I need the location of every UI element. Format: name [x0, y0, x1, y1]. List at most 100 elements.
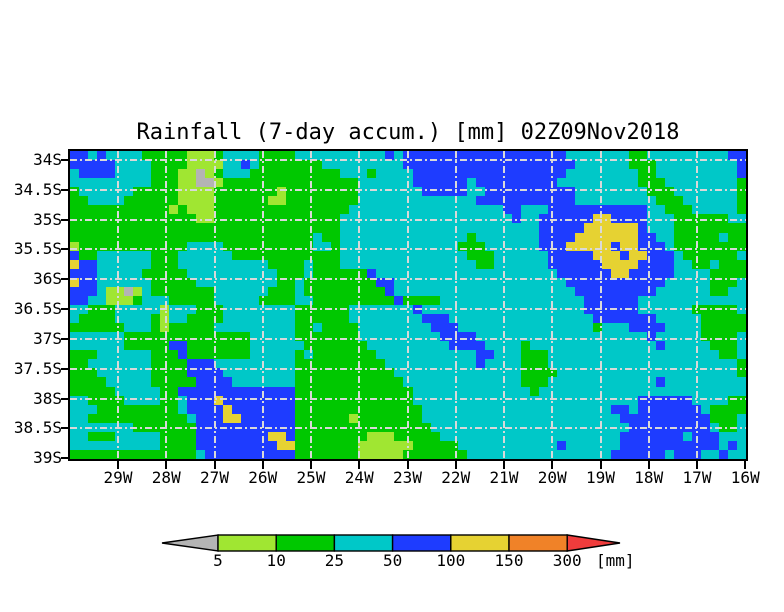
map-cell — [178, 268, 188, 278]
map-cell — [457, 431, 467, 441]
map-cell — [214, 449, 224, 459]
map-cell — [448, 205, 458, 215]
map-cell — [160, 404, 170, 414]
map-cell — [169, 332, 179, 342]
map-cell — [511, 169, 521, 179]
plot-title: Rainfall (7-day accum.) [mm] 02Z09Nov201… — [136, 120, 680, 145]
map-cell — [232, 359, 242, 369]
map-cell — [493, 368, 503, 378]
map-cell — [538, 223, 548, 233]
map-cell — [187, 277, 197, 287]
y-tick-label: 39S — [33, 448, 62, 468]
map-cell — [520, 295, 530, 305]
map-cell — [673, 449, 683, 459]
map-cell — [169, 368, 179, 378]
map-cell — [565, 232, 575, 242]
map-cell — [304, 395, 314, 405]
map-cell — [250, 323, 260, 333]
map-cell — [214, 169, 224, 179]
map-cell — [70, 404, 79, 414]
map-cell — [277, 196, 287, 206]
map-cell — [574, 449, 584, 459]
map-cell — [484, 241, 494, 251]
map-cell — [727, 377, 737, 387]
y-tick — [61, 337, 70, 340]
x-tick — [117, 461, 119, 469]
map-cell — [709, 187, 719, 197]
map-cell — [466, 232, 476, 242]
map-cell — [187, 404, 197, 414]
map-cell — [178, 187, 188, 197]
map-cell — [457, 422, 467, 432]
map-cell — [682, 413, 692, 423]
map-cell — [412, 268, 422, 278]
map-cell — [97, 323, 107, 333]
map-cell — [583, 151, 593, 161]
map-cell — [430, 268, 440, 278]
map-cell — [511, 250, 521, 260]
map-cell — [421, 314, 431, 324]
map-cell — [133, 286, 143, 296]
map-cell — [376, 332, 386, 342]
map-cell — [736, 232, 746, 242]
x-tick — [213, 461, 216, 469]
map-cell — [727, 151, 737, 161]
map-cell — [421, 223, 431, 233]
map-cell — [556, 449, 566, 459]
map-cell — [160, 413, 170, 423]
map-cell — [700, 386, 710, 396]
map-cell — [160, 268, 170, 278]
map-cell — [295, 431, 305, 441]
map-cell — [106, 268, 116, 278]
map-cell — [718, 169, 728, 179]
map-cell — [394, 250, 404, 260]
map-cell — [88, 160, 98, 170]
map-cell — [394, 350, 404, 360]
map-cell — [232, 449, 242, 459]
map-cell — [331, 395, 341, 405]
map-cell — [358, 160, 368, 170]
map-cell — [313, 341, 323, 351]
map-cell — [583, 169, 593, 179]
map-cell — [106, 241, 116, 251]
map-cell — [304, 323, 314, 333]
map-cell — [304, 169, 314, 179]
map-cell — [718, 268, 728, 278]
map-cell — [673, 440, 683, 450]
map-cell — [313, 250, 323, 260]
map-cell — [322, 259, 332, 269]
map-cell — [376, 323, 386, 333]
map-cell — [340, 404, 350, 414]
map-cell — [709, 169, 719, 179]
y-tick-label: 35S — [33, 209, 62, 229]
map-cell — [97, 413, 107, 423]
map-cell — [520, 250, 530, 260]
map-cell — [412, 277, 422, 287]
map-cell — [628, 368, 638, 378]
map-cell — [376, 259, 386, 269]
map-cell — [457, 250, 467, 260]
map-cell — [385, 232, 395, 242]
map-cell — [277, 277, 287, 287]
map-cell — [205, 169, 215, 179]
map-cell — [439, 449, 449, 459]
map-cell — [412, 314, 422, 324]
map-cell — [592, 178, 602, 188]
map-cell — [565, 169, 575, 179]
map-cell — [115, 422, 125, 432]
map-cell — [412, 368, 422, 378]
map-cell — [628, 241, 638, 251]
map-cell — [520, 332, 530, 342]
map-cell — [106, 205, 116, 215]
map-cell — [421, 169, 431, 179]
map-cell — [448, 268, 458, 278]
map-cell — [286, 323, 296, 333]
map-cell — [160, 259, 170, 269]
map-cell — [673, 286, 683, 296]
map-cell — [538, 332, 548, 342]
map-cell — [88, 187, 98, 197]
map-cell — [178, 422, 188, 432]
map-cell — [295, 449, 305, 459]
map-cell — [448, 395, 458, 405]
map-cell — [106, 341, 116, 351]
